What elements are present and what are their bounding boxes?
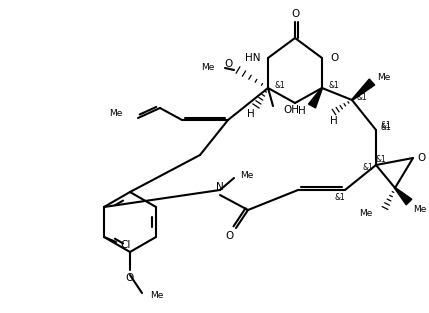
Text: H: H bbox=[247, 109, 255, 119]
Text: Me: Me bbox=[150, 291, 163, 300]
Text: N: N bbox=[216, 182, 224, 192]
Text: Cl: Cl bbox=[121, 240, 131, 250]
Text: O: O bbox=[417, 153, 425, 163]
Text: OH: OH bbox=[283, 105, 299, 115]
Text: Me: Me bbox=[201, 64, 214, 73]
Text: &1: &1 bbox=[335, 193, 345, 203]
Text: HN: HN bbox=[245, 53, 260, 63]
Text: O: O bbox=[291, 9, 299, 19]
Polygon shape bbox=[395, 188, 412, 205]
Text: &1: &1 bbox=[381, 121, 391, 130]
Text: Me: Me bbox=[413, 206, 426, 214]
Polygon shape bbox=[352, 79, 375, 100]
Polygon shape bbox=[308, 88, 323, 108]
Text: &1: &1 bbox=[275, 81, 285, 90]
Text: O: O bbox=[330, 53, 338, 63]
Text: O: O bbox=[226, 231, 234, 241]
Text: &1: &1 bbox=[376, 156, 387, 165]
Text: O: O bbox=[225, 59, 233, 69]
Text: Me: Me bbox=[377, 74, 390, 83]
Text: O: O bbox=[126, 273, 134, 283]
Text: Me: Me bbox=[240, 171, 254, 179]
Text: H: H bbox=[330, 116, 338, 126]
Text: H: H bbox=[298, 106, 306, 116]
Text: &1: &1 bbox=[356, 94, 367, 102]
Text: &1: &1 bbox=[381, 124, 391, 132]
Text: Me: Me bbox=[360, 209, 373, 218]
Text: Me: Me bbox=[109, 110, 122, 119]
Text: &1: &1 bbox=[329, 81, 339, 90]
Text: &1: &1 bbox=[363, 162, 373, 172]
